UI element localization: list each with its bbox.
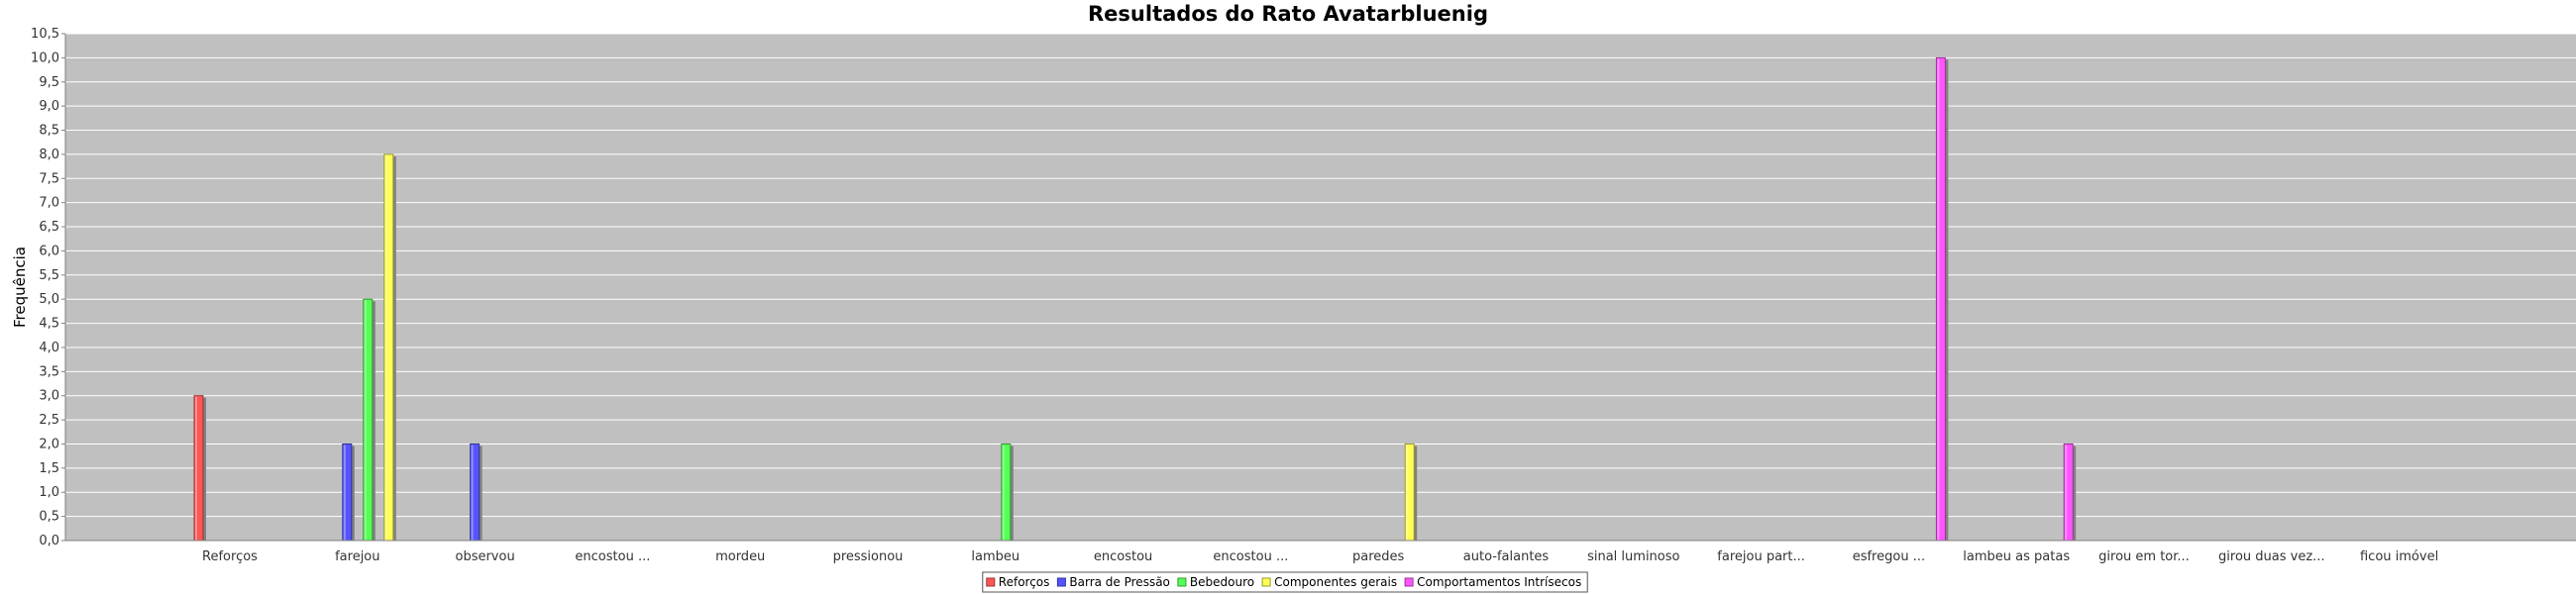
- y-tick-label: 8,5: [39, 124, 59, 139]
- x-tick-label: lambeu: [971, 549, 1020, 564]
- x-tick-label: encostou: [1094, 549, 1152, 564]
- legend-label: Comportamentos Intrísecos: [1417, 575, 1581, 589]
- bar-highlight: [2065, 445, 2068, 541]
- x-tick-label: farejou: [335, 549, 379, 564]
- legend-swatch: [1261, 577, 1271, 587]
- chart-title: Resultados do Rato Avatarbluenig: [1088, 2, 1488, 26]
- x-tick-label: esfregou ...: [1853, 549, 1925, 564]
- bar-highlight: [1937, 58, 1940, 541]
- y-tick-label: 6,0: [39, 244, 59, 258]
- legend-swatch: [1177, 577, 1187, 587]
- y-tick-label: 5,0: [39, 292, 59, 307]
- x-tick-label: lambeu as patas: [1963, 549, 2070, 564]
- y-tick-label: 0,5: [39, 510, 59, 525]
- x-tick-label: farejou part...: [1717, 549, 1805, 564]
- x-tick-label: auto-falantes: [1463, 549, 1550, 564]
- legend-swatch: [1056, 577, 1066, 587]
- y-tick-label: 0,0: [39, 534, 59, 548]
- x-tick-label: Reforços: [202, 549, 258, 564]
- y-tick-label: 8,0: [39, 148, 59, 162]
- y-tick-label: 3,5: [39, 364, 59, 379]
- y-axis-label: Frequência: [11, 247, 29, 328]
- grid-lines: [65, 33, 2576, 542]
- bar-highlight: [1406, 445, 1409, 541]
- legend-item: Reforços: [986, 575, 1050, 589]
- legend-box: [982, 571, 1588, 593]
- x-tick-label: pressionou: [833, 549, 904, 564]
- y-tick-label: 1,0: [39, 485, 59, 500]
- y-axis-ticks: 0,0 0,5 1,0 1,5 2,0 2,5 3,0 3,5 4,0 4,5 5,0 5,5 6,0 6…: [31, 27, 65, 548]
- y-tick-label: 6,5: [39, 220, 59, 235]
- y-tick-label: 10,0: [31, 50, 59, 65]
- y-tick-label: 3,0: [39, 389, 59, 404]
- legend-swatch: [1404, 577, 1414, 587]
- x-tick-label: sinal luminoso: [1587, 549, 1679, 564]
- x-tick-label: ficou imóvel: [2360, 549, 2438, 564]
- y-tick-label: 10,5: [31, 27, 59, 42]
- bars: [193, 56, 2077, 542]
- bar-highlight: [195, 396, 197, 541]
- x-tick-label: encostou ...: [1213, 549, 1288, 564]
- legend-label: Barra de Pressão: [1069, 575, 1170, 589]
- y-tick-label: 9,0: [39, 99, 59, 114]
- y-tick-label: 2,0: [39, 437, 59, 451]
- plot-area: [65, 34, 2576, 541]
- legend-item: Comportamentos Intrísecos: [1404, 575, 1581, 589]
- legend: Reforços Barra de Pressão Bebedouro Compone…: [982, 571, 1588, 593]
- x-tick-label: paredes: [1352, 549, 1405, 564]
- bar-highlight: [1002, 445, 1005, 541]
- x-tick-label: encostou ...: [575, 549, 650, 564]
- y-tick-label: 9,5: [39, 75, 59, 90]
- legend-label: Reforços: [999, 575, 1050, 589]
- x-tick-label: mordeu: [715, 549, 765, 564]
- y-tick-label: 5,5: [39, 268, 59, 283]
- y-tick-label: 7,0: [39, 196, 59, 211]
- bar-highlight: [384, 154, 387, 541]
- x-tick-label: girou duas vez...: [2218, 549, 2325, 564]
- y-tick-label: 2,5: [39, 413, 59, 428]
- y-tick-label: 4,0: [39, 341, 59, 355]
- legend-item: Barra de Pressão: [1056, 575, 1170, 589]
- x-axis-ticks: Reforços farejou observou encostou ... morde…: [202, 549, 2438, 564]
- y-tick-label: 1,5: [39, 461, 59, 476]
- y-tick-label: 7,5: [39, 171, 59, 186]
- x-tick-label: girou em tor...: [2098, 549, 2190, 564]
- x-tick-label: observou: [455, 549, 514, 564]
- y-tick-label: 4,5: [39, 317, 59, 332]
- bar-highlight: [471, 445, 474, 541]
- legend-label: Componentes gerais: [1274, 575, 1397, 589]
- bar-highlight: [364, 300, 367, 541]
- bar-highlight: [343, 445, 346, 541]
- legend-item: Bebedouro: [1177, 575, 1254, 589]
- legend-item: Componentes gerais: [1261, 575, 1397, 589]
- legend-swatch: [986, 577, 996, 587]
- legend-label: Bebedouro: [1190, 575, 1254, 589]
